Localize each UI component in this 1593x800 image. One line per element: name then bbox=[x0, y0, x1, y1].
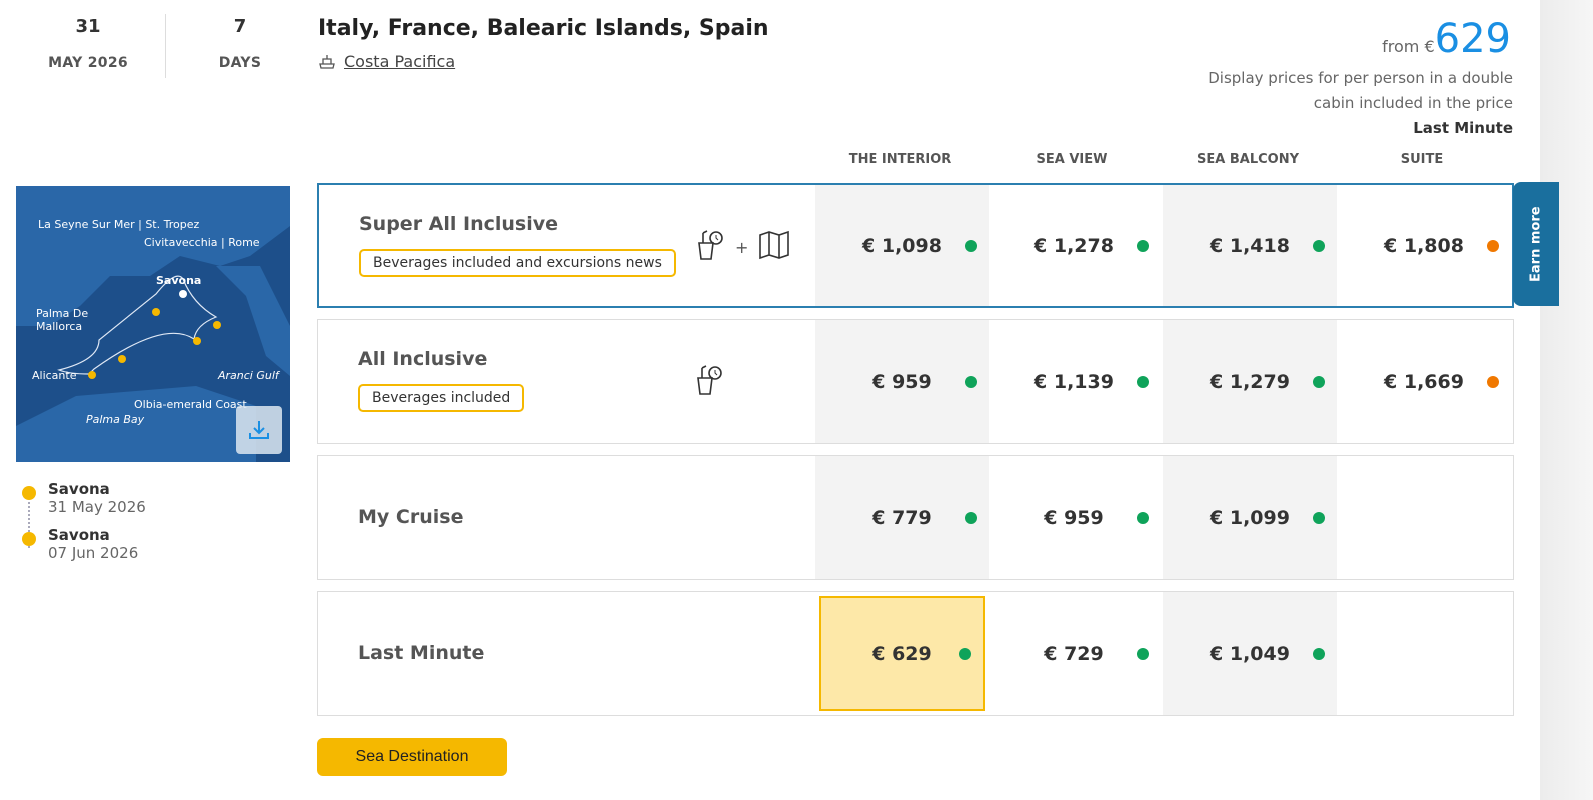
map-label: La Seyne Sur Mer | St. Tropez bbox=[38, 218, 200, 231]
map-label: Palma Bay bbox=[86, 413, 145, 426]
drinks-icon bbox=[694, 364, 724, 400]
fare-name: Super All Inclusive bbox=[359, 213, 559, 235]
availability-available-icon bbox=[965, 375, 977, 388]
from-price: from €629 bbox=[1382, 16, 1511, 62]
price-cell[interactable]: € 1,808 bbox=[1337, 185, 1511, 306]
availability-available-icon bbox=[1137, 375, 1149, 388]
map-label: Olbia-emerald Coast bbox=[134, 398, 247, 411]
itinerary-line bbox=[28, 502, 30, 548]
map-label: Savona bbox=[156, 274, 202, 287]
fare-tag: Beverages included bbox=[358, 384, 525, 412]
price-value: € 1,049 bbox=[1210, 642, 1290, 665]
fare-icons: + bbox=[695, 229, 790, 265]
divider bbox=[165, 14, 166, 78]
fare-tag: Beverages included and excursions news bbox=[359, 249, 676, 277]
map-graphic bbox=[16, 186, 290, 462]
price-cell[interactable]: € 779 bbox=[815, 456, 989, 579]
price-value: € 1,098 bbox=[862, 234, 942, 257]
price-cell[interactable]: € 1,279 bbox=[1163, 320, 1337, 443]
price-cell[interactable]: € 729 bbox=[987, 592, 1161, 715]
availability-available-icon bbox=[965, 511, 977, 524]
port-bullet-icon bbox=[22, 486, 36, 500]
price-value: € 1,669 bbox=[1384, 370, 1464, 393]
availability-limited-icon bbox=[1487, 239, 1499, 252]
fare-icons bbox=[694, 364, 724, 400]
price-cell[interactable]: € 1,099 bbox=[1163, 456, 1337, 579]
availability-available-icon bbox=[959, 647, 971, 660]
price-value: € 729 bbox=[1044, 642, 1104, 665]
price-value: € 1,139 bbox=[1034, 370, 1114, 393]
earn-more-tab[interactable]: Earn more bbox=[1513, 182, 1559, 306]
price-cell[interactable]: € 629 bbox=[819, 596, 985, 711]
fare-name: Last Minute bbox=[358, 642, 485, 664]
map-label: Alicante bbox=[32, 369, 77, 382]
price-cell[interactable]: € 1,098 bbox=[815, 185, 989, 306]
availability-available-icon bbox=[965, 239, 977, 252]
cruise-title: Italy, France, Balearic Islands, Spain bbox=[318, 16, 769, 41]
fare-row[interactable]: Last Minute € 629 € 729 € 1,049 bbox=[317, 591, 1514, 716]
port-bullet-icon bbox=[22, 532, 36, 546]
column-header: SEA BALCONY bbox=[1197, 152, 1299, 167]
availability-limited-icon bbox=[1487, 375, 1499, 388]
column-header: SUITE bbox=[1400, 152, 1444, 167]
price-value: € 629 bbox=[872, 642, 932, 665]
price-cell[interactable]: € 1,139 bbox=[987, 320, 1161, 443]
duration: 7 DAYS bbox=[218, 16, 262, 71]
price-cell[interactable]: € 959 bbox=[815, 320, 989, 443]
column-header: THE INTERIOR bbox=[848, 152, 952, 167]
price-value: € 1,278 bbox=[1034, 234, 1114, 257]
price-cell[interactable]: € 1,669 bbox=[1337, 320, 1511, 443]
sea-destination-button[interactable]: Sea Destination bbox=[317, 738, 507, 776]
availability-available-icon bbox=[1313, 511, 1325, 524]
page-gutter bbox=[1540, 0, 1593, 800]
price-value: € 959 bbox=[1044, 506, 1104, 529]
fare-row[interactable]: My Cruise € 779 € 959 € 1,099 bbox=[317, 455, 1514, 580]
route-map[interactable]: La Seyne Sur Mer | St. Tropez Civitavecc… bbox=[16, 186, 290, 462]
price-cell[interactable]: € 1,049 bbox=[1163, 592, 1337, 715]
itinerary: Savona 31 May 2026 Savona 07 Jun 2026 bbox=[22, 480, 146, 562]
ship-link[interactable]: Costa Pacifica bbox=[344, 52, 456, 71]
price-note: Display prices for per person in a doubl… bbox=[1208, 69, 1513, 137]
map-label: Aranci Gulf bbox=[218, 369, 279, 382]
column-header: SEA VIEW bbox=[1036, 152, 1108, 167]
fare-name: All Inclusive bbox=[358, 348, 488, 370]
fare-row[interactable]: Super All Inclusive Beverages included an… bbox=[317, 183, 1514, 308]
ship-info: Costa Pacifica bbox=[318, 52, 455, 71]
fare-row[interactable]: All Inclusive Beverages included € 959 € 1,… bbox=[317, 319, 1514, 444]
availability-available-icon bbox=[1313, 239, 1325, 252]
empty-cell bbox=[1337, 456, 1511, 579]
availability-available-icon bbox=[1137, 511, 1149, 524]
itinerary-stop: Savona 07 Jun 2026 bbox=[22, 526, 146, 562]
fare-name: My Cruise bbox=[358, 506, 464, 528]
availability-available-icon bbox=[1137, 647, 1149, 660]
price-value: € 1,099 bbox=[1210, 506, 1290, 529]
price-value: € 1,808 bbox=[1384, 234, 1464, 257]
availability-available-icon bbox=[1313, 375, 1325, 388]
ship-icon bbox=[319, 54, 335, 69]
availability-available-icon bbox=[1313, 647, 1325, 660]
drinks-icon bbox=[695, 229, 725, 265]
map-label: Palma De Mallorca bbox=[36, 307, 89, 333]
price-value: € 1,418 bbox=[1210, 234, 1290, 257]
price-cell[interactable]: € 959 bbox=[987, 456, 1161, 579]
plus-icon: + bbox=[735, 237, 749, 257]
map-label: Civitavecchia | Rome bbox=[144, 236, 260, 249]
price-cell[interactable]: € 1,278 bbox=[987, 185, 1161, 306]
itinerary-stop: Savona 31 May 2026 bbox=[22, 480, 146, 516]
price-value: € 959 bbox=[872, 370, 932, 393]
departure-date: 31 MAY 2026 bbox=[48, 16, 128, 71]
price-cell[interactable]: € 1,418 bbox=[1163, 185, 1337, 306]
price-value: € 779 bbox=[872, 506, 932, 529]
empty-cell bbox=[1337, 592, 1511, 715]
price-value: € 1,279 bbox=[1210, 370, 1290, 393]
download-map-button[interactable] bbox=[236, 406, 282, 454]
download-icon bbox=[249, 421, 269, 439]
availability-available-icon bbox=[1137, 239, 1149, 252]
map-icon bbox=[758, 230, 790, 264]
